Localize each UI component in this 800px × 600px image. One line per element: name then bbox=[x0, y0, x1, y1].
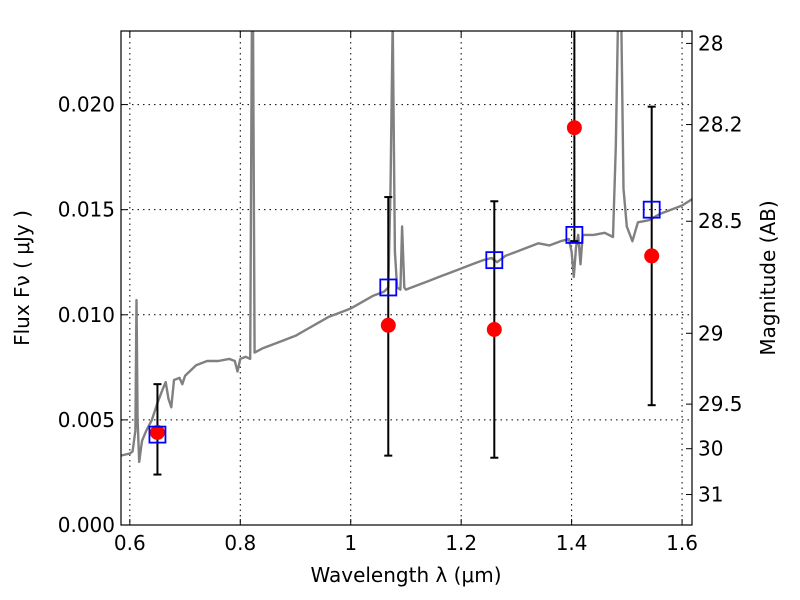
y-right-tick-label: 31 bbox=[698, 483, 723, 507]
x-tick-label: 0.6 bbox=[114, 531, 146, 555]
model-sed-line bbox=[121, 31, 692, 464]
y-tick-label: 0.000 bbox=[58, 513, 115, 537]
model-photometry-point bbox=[485, 251, 504, 270]
observed-flux-point bbox=[149, 425, 165, 441]
y-tick-label: 0.010 bbox=[58, 303, 115, 327]
ticks: 0.6 0.8 1 1.2 1.4 1.6 0.000 0.005 0.010 0.015 0.02… bbox=[58, 31, 743, 555]
y-right-tick-label: 28.2 bbox=[698, 113, 743, 137]
x-tick-label: 1.2 bbox=[445, 531, 477, 555]
y-right-tick-label: 28 bbox=[698, 31, 723, 55]
plot-background bbox=[121, 31, 692, 525]
model-point-layer bbox=[148, 200, 661, 444]
x-axis-label: Wavelength λ (μm) bbox=[310, 563, 501, 587]
x-tick-label: 1 bbox=[344, 531, 357, 555]
sed-line-layer bbox=[121, 31, 692, 464]
observed-point-layer bbox=[149, 120, 660, 441]
y-axis-label: Flux Fν ( μJy ) bbox=[10, 210, 34, 346]
model-photometry-point bbox=[642, 200, 661, 219]
y-tick-label: 0.020 bbox=[58, 93, 115, 117]
model-photometry-point bbox=[565, 226, 584, 244]
observed-flux-point bbox=[486, 322, 502, 338]
observed-flux-point bbox=[380, 317, 396, 333]
observed-flux-point bbox=[644, 248, 660, 264]
model-photometry-point bbox=[148, 425, 167, 444]
x-tick-label: 1.4 bbox=[556, 531, 588, 555]
plot-frame bbox=[120, 30, 693, 526]
y-tick-label: 0.005 bbox=[58, 408, 115, 432]
plot-area bbox=[121, 31, 692, 476]
y-right-tick-label: 28.5 bbox=[698, 209, 743, 233]
observed-flux-point bbox=[566, 120, 582, 136]
x-tick-label: 1.6 bbox=[666, 531, 698, 555]
y-right-tick-label: 29.5 bbox=[698, 392, 743, 416]
model-photometry-point bbox=[379, 278, 398, 297]
y-right-axis-label: Magnitude (AB) bbox=[756, 200, 780, 355]
y-tick-label: 0.015 bbox=[58, 198, 115, 222]
y-right-tick-label: 30 bbox=[698, 437, 723, 461]
x-tick-label: 0.8 bbox=[224, 531, 256, 555]
y-right-tick-label: 29 bbox=[698, 321, 723, 345]
